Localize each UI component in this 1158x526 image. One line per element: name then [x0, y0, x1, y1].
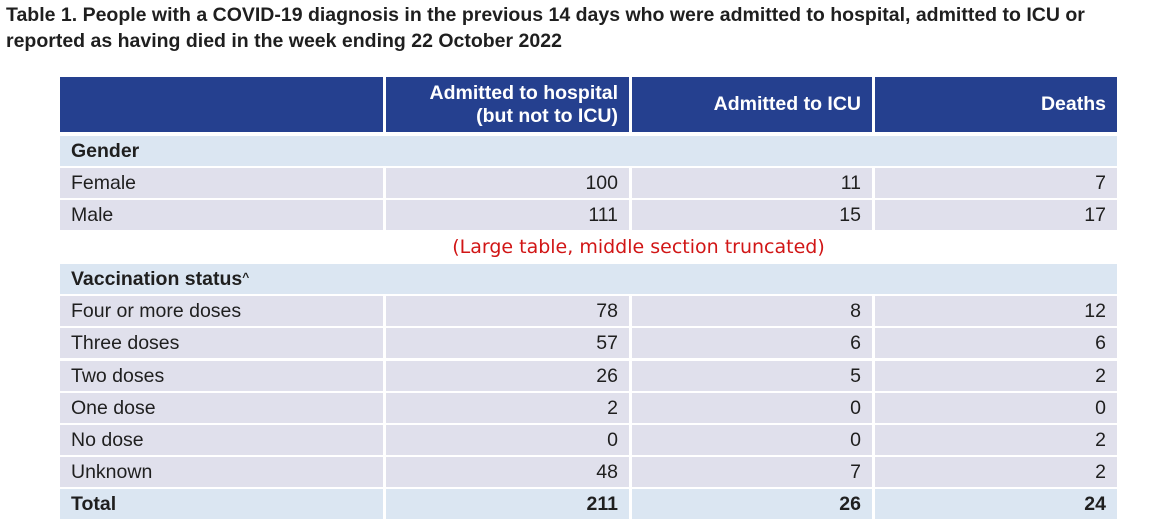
total-deaths: 24: [875, 489, 1117, 519]
row-label: Unknown: [60, 457, 383, 487]
section-label-text: Vaccination status: [71, 267, 243, 290]
cell-hospital: 78: [386, 296, 629, 326]
cell-icu: 8: [632, 296, 872, 326]
row-label: Two doses: [60, 361, 383, 391]
row-label: One dose: [60, 393, 383, 423]
cell-icu: 0: [632, 393, 872, 423]
section-row-gender: Gender: [60, 136, 1117, 166]
total-row: Total 211 26 24: [60, 489, 1117, 519]
cell-icu: 5: [632, 361, 872, 391]
cell-deaths: 17: [875, 200, 1117, 230]
row-label: Male: [60, 200, 383, 230]
table-row: One dose 2 0 0: [60, 393, 1117, 423]
cell-hospital: 48: [386, 457, 629, 487]
total-label: Total: [60, 489, 383, 519]
row-label: Three doses: [60, 328, 383, 358]
cell-icu: 7: [632, 457, 872, 487]
header-cell-deaths: Deaths: [875, 77, 1117, 132]
cell-deaths: 2: [875, 425, 1117, 455]
cell-hospital: 111: [386, 200, 629, 230]
header-cell-hospital: Admitted to hospital (but not to ICU): [386, 77, 629, 132]
total-icu: 26: [632, 489, 872, 519]
section-label: Gender: [60, 136, 1117, 166]
row-label: Female: [60, 168, 383, 198]
header-cell-icu: Admitted to ICU: [632, 77, 872, 132]
cell-hospital: 57: [386, 328, 629, 358]
cell-icu: 0: [632, 425, 872, 455]
cell-hospital: 0: [386, 425, 629, 455]
cell-deaths: 2: [875, 361, 1117, 391]
table-header-row: Admitted to hospital (but not to ICU) Ad…: [60, 77, 1117, 132]
header-cell-blank: [60, 77, 383, 132]
cell-hospital: 26: [386, 361, 629, 391]
cell-deaths: 0: [875, 393, 1117, 423]
cell-icu: 15: [632, 200, 872, 230]
row-label: No dose: [60, 425, 383, 455]
table-row: Two doses 26 5 2: [60, 361, 1117, 391]
cell-icu: 6: [632, 328, 872, 358]
row-label: Four or more doses: [60, 296, 383, 326]
header-hospital-line1: Admitted to hospital: [429, 81, 619, 104]
cell-icu: 11: [632, 168, 872, 198]
truncation-note: (Large table, middle section truncated): [452, 236, 825, 258]
table-title: Table 1. People with a COVID-19 diagnosi…: [6, 4, 1085, 52]
table-row: Male 111 15 17: [60, 200, 1117, 230]
cell-hospital: 2: [386, 393, 629, 423]
section-label: Vaccination status ^: [60, 264, 1117, 294]
cell-deaths: 7: [875, 168, 1117, 198]
table-row: Unknown 48 7 2: [60, 457, 1117, 487]
cell-deaths: 2: [875, 457, 1117, 487]
table-row: Three doses 57 6 6: [60, 328, 1117, 358]
header-hospital-line2: (but not to ICU): [476, 104, 618, 127]
section-row-vaccination: Vaccination status ^: [60, 264, 1117, 294]
table-row: Female 100 11 7: [60, 168, 1117, 198]
cell-deaths: 6: [875, 328, 1117, 358]
total-hospital: 211: [386, 489, 629, 519]
cell-deaths: 12: [875, 296, 1117, 326]
cell-hospital: 100: [386, 168, 629, 198]
table-row: Four or more doses 78 8 12: [60, 296, 1117, 326]
table-row: No dose 0 0 2: [60, 425, 1117, 455]
